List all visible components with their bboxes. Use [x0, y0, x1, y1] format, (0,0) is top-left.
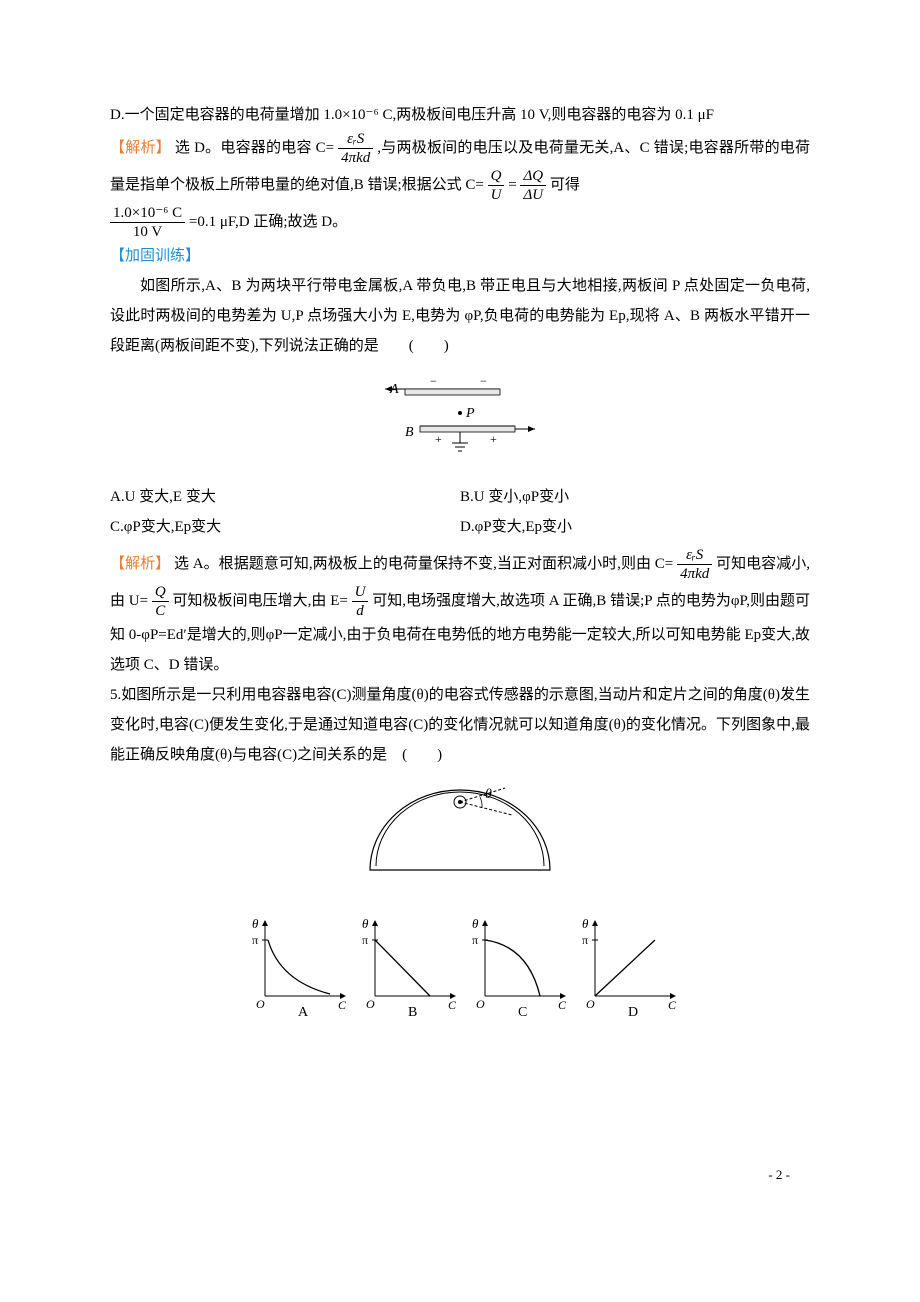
frac-num: 1.0×10⁻⁶ C [110, 204, 185, 223]
analysis-1-eq: 1.0×10⁻⁶ C 10 V =0.1 μF,D 正确;故选 D。 [110, 204, 810, 241]
frac-num: ΔQ [520, 167, 546, 186]
frac-num: U [352, 583, 369, 602]
opt-A: A.U 变大,E 变大 [110, 482, 460, 512]
frac-num: Q [488, 167, 505, 186]
label-P: P [465, 406, 475, 421]
origin: O [366, 997, 375, 1011]
frac-num: εᵣS [677, 546, 712, 565]
analysis-1: 【解析】 选 D。电容器的电容 C= εᵣS 4πkd ,与两极板间的电压以及电… [110, 130, 810, 204]
pi-label: π [472, 933, 478, 947]
frac-den: d [352, 602, 369, 620]
frac-den: 4πkd [677, 565, 712, 583]
frac-num: εᵣS [338, 130, 373, 149]
analysis-label: 【解析】 [110, 556, 170, 572]
theta-label: θ [485, 787, 492, 802]
frac-den: ΔU [520, 186, 546, 204]
figure-plates: A − − P B + + [110, 371, 810, 472]
options-train: A.U 变大,E 变大 B.U 变小,φP变小 C.φP变大,Ep变大 D.φP… [110, 482, 810, 542]
opt-C: C.φP变大,Ep变大 [110, 512, 460, 542]
origin: O [256, 997, 265, 1011]
x-label: C [338, 998, 347, 1012]
frac-den: 10 V [110, 223, 185, 241]
analysis-label: 【解析】 [110, 140, 171, 156]
opt-D: D.φP变大,Ep变小 [460, 512, 810, 542]
question-5: 5.如图所示是一只利用电容器电容(C)测量角度(θ)的电容式传感器的示意图,当动… [110, 680, 810, 770]
frac-u-d: U d [352, 583, 369, 620]
origin: O [586, 997, 595, 1011]
pi-label: π [582, 933, 588, 947]
pi-label: π [362, 933, 368, 947]
train-label: 【加固训练】 [110, 248, 200, 264]
analysis-1-p3: 可得 [550, 177, 580, 193]
frac-q-c: Q C [152, 583, 169, 620]
frac-q-u: Q U [488, 167, 505, 204]
graph-label-A: A [298, 1005, 309, 1020]
y-label: θ [362, 916, 369, 931]
frac-dq-du: ΔQ ΔU [520, 167, 546, 204]
pi-label: π [252, 933, 258, 947]
frac-den: 4πkd [338, 149, 373, 167]
frac-den: C [152, 602, 169, 620]
opt-B: B.U 变小,φP变小 [460, 482, 810, 512]
y-label: θ [252, 916, 259, 931]
train-question: 如图所示,A、B 为两块平行带电金属板,A 带负电,B 带正电且与大地相接,两板… [110, 271, 810, 361]
y-label: θ [582, 916, 589, 931]
a2-p3: 可知极板间电压增大,由 E= [172, 593, 347, 609]
frac-ers: εᵣS 4πkd [677, 546, 712, 583]
x-label: C [448, 998, 457, 1012]
minus-sign: − [480, 374, 487, 388]
page-number: - 2 - [110, 1162, 810, 1188]
frac-den: U [488, 186, 505, 204]
plus-sign: + [435, 432, 442, 446]
eq-sign: = [508, 177, 516, 193]
graph-label-D: D [628, 1005, 638, 1020]
plus-sign: + [490, 432, 497, 446]
label-B: B [405, 425, 414, 440]
graph-label-B: B [408, 1005, 417, 1020]
a2-p1: 选 A。根据题意可知,两极板上的电荷量保持不变,当正对面积减小时,则由 C= [174, 556, 673, 572]
origin: O [476, 997, 485, 1011]
frac-ers-4pikd: εᵣS 4πkd [338, 130, 373, 167]
frac-num: Q [152, 583, 169, 602]
analysis-2: 【解析】 选 A。根据题意可知,两极板上的电荷量保持不变,当正对面积减小时,则由… [110, 546, 810, 680]
x-label: C [668, 998, 677, 1012]
minus-sign: − [430, 374, 437, 388]
x-label: C [558, 998, 567, 1012]
analysis-1-p4: =0.1 μF,D 正确;故选 D。 [189, 214, 347, 230]
figure-sensor: θ [110, 780, 810, 901]
analysis-1-p1: 选 D。电容器的电容 C= [175, 140, 334, 156]
graph-label-C: C [518, 1005, 527, 1020]
frac-result: 1.0×10⁻⁶ C 10 V [110, 204, 185, 241]
y-label: θ [472, 916, 479, 931]
figure-graphs: θ π O C A θ π O C B θ π O C C θ π O [110, 911, 810, 1032]
option-d-text: D.一个固定电容器的电荷量增加 1.0×10⁻⁶ C,两极板间电压升高 10 V… [110, 100, 810, 130]
train-label-line: 【加固训练】 [110, 241, 810, 271]
